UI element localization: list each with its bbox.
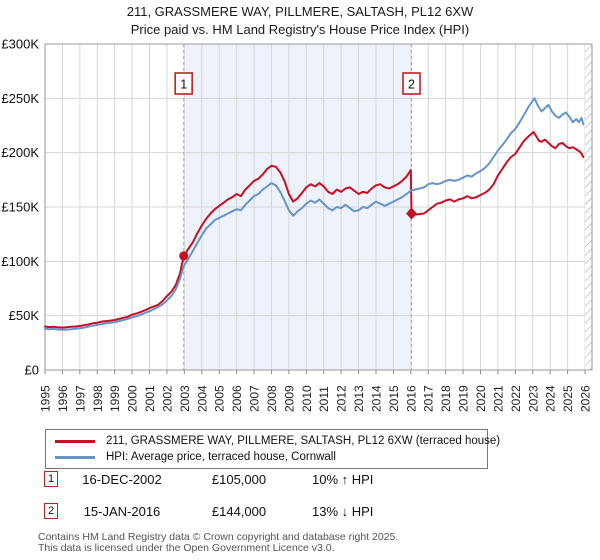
legend-item-hpi: HPI: Average price, terraced house, Corn… bbox=[46, 449, 487, 465]
page-subtitle: Price paid vs. HM Land Registry's House … bbox=[130, 22, 470, 37]
property-line-label: 211, GRASSMERE WAY, PILLMERE, SALTASH, P… bbox=[106, 435, 501, 447]
sale-2-flag-box bbox=[402, 72, 421, 95]
sale-1-flag-box bbox=[174, 72, 193, 95]
x-tick-label: 2016 bbox=[404, 385, 418, 412]
x-tick-label: 2020 bbox=[474, 385, 488, 412]
x-tick-label: 2022 bbox=[509, 385, 523, 412]
x-tick-label: 2001 bbox=[143, 385, 157, 412]
sale-1-hpi-relation: 10% ↑ HPI bbox=[312, 471, 374, 487]
sale-1-date: 16-DEC-2002 bbox=[82, 471, 162, 487]
copyright-footer: Contains HM Land Registry data © Crown c… bbox=[38, 532, 398, 553]
y-tick-label: £250K bbox=[1, 91, 39, 106]
x-tick-label: 2004 bbox=[195, 385, 209, 412]
sale-1-price: £105,000 bbox=[211, 471, 267, 487]
x-tick-label: 2005 bbox=[213, 385, 227, 412]
x-tick-label: 1998 bbox=[91, 385, 105, 412]
y-tick-label: £100K bbox=[1, 254, 39, 269]
y-tick-label: £200K bbox=[1, 145, 39, 160]
x-tick-label: 2025 bbox=[561, 385, 575, 412]
x-tick-label: 1996 bbox=[56, 385, 70, 412]
page-title: 211, GRASSMERE WAY, PILLMERE, SALTASH, P… bbox=[126, 4, 474, 19]
x-tick-label: 2002 bbox=[160, 385, 174, 412]
legend-item-property: 211, GRASSMERE WAY, PILLMERE, SALTASH, P… bbox=[46, 433, 500, 449]
x-tick-label: 2024 bbox=[544, 385, 558, 412]
x-tick-label: 2008 bbox=[265, 385, 279, 412]
footer-line-2: This data is licensed under the Open Gov… bbox=[38, 541, 335, 554]
footer-line-1: Contains HM Land Registry data © Crown c… bbox=[38, 531, 399, 543]
future-hatch-region bbox=[585, 44, 592, 370]
sale-2-point bbox=[406, 207, 418, 220]
x-tick-label: 2026 bbox=[579, 385, 593, 412]
chart-legend: 211, GRASSMERE WAY, PILLMERE, SALTASH, P… bbox=[45, 429, 500, 469]
sale-1-point bbox=[179, 251, 189, 261]
sale-2-number-box: 2 bbox=[44, 503, 58, 519]
x-tick-label: 2019 bbox=[457, 385, 471, 412]
price-history-chart: 1995 1996 1997 1998 1999 2000 2001 2002 2003 2004… bbox=[1, 37, 593, 413]
sale-1-number-box: 1 bbox=[44, 471, 58, 487]
x-tick-label: 2023 bbox=[526, 385, 540, 412]
hpi-line-swatch bbox=[55, 455, 95, 459]
sale-2-hpi-relation: 13% ↓ HPI bbox=[312, 503, 374, 519]
sale-2-date: 15-JAN-2016 bbox=[83, 503, 161, 519]
y-tick-label: £0 bbox=[25, 363, 39, 378]
x-tick-label: 2012 bbox=[335, 385, 349, 412]
x-tick-label: 2021 bbox=[491, 385, 505, 412]
hpi-line-label: HPI: Average price, terraced house, Corn… bbox=[106, 451, 336, 463]
y-tick-label: £150K bbox=[1, 200, 39, 215]
x-tick-label: 2018 bbox=[439, 385, 453, 412]
sale-2-price: £144,000 bbox=[211, 503, 267, 519]
x-tick-label: 2013 bbox=[352, 385, 366, 412]
x-tick-label: 2009 bbox=[282, 385, 296, 412]
x-tick-label: 1997 bbox=[73, 385, 87, 412]
x-tick-label: 2000 bbox=[126, 385, 140, 412]
sale-annotation-1: 1 16-DEC-2002 £105,000 10% ↑ HPI bbox=[44, 471, 373, 487]
y-tick-label: £50K bbox=[9, 308, 40, 323]
plot-border bbox=[44, 43, 593, 371]
sale-2-flag-number: 2 bbox=[408, 78, 415, 92]
x-tick-label: 1995 bbox=[39, 385, 53, 412]
x-tick-label: 2006 bbox=[230, 385, 244, 412]
x-tick-label: 2003 bbox=[178, 385, 192, 412]
sale-annotation-2: 2 15-JAN-2016 £144,000 13% ↓ HPI bbox=[44, 503, 373, 519]
x-tick-label: 2014 bbox=[369, 385, 383, 412]
x-tick-label: 2011 bbox=[317, 386, 331, 412]
hpi-line bbox=[44, 97, 585, 331]
x-tick-label: 2017 bbox=[422, 385, 436, 412]
x-tick-label: 2015 bbox=[387, 385, 401, 412]
property-line-swatch bbox=[55, 439, 95, 443]
x-tick-label: 2007 bbox=[248, 385, 262, 412]
sale-1-flag-number: 1 bbox=[180, 78, 187, 92]
x-tick-label: 2010 bbox=[300, 385, 314, 412]
x-tick-label: 1999 bbox=[108, 385, 122, 412]
property-price-line bbox=[44, 131, 585, 329]
y-tick-label: £300K bbox=[1, 37, 39, 52]
